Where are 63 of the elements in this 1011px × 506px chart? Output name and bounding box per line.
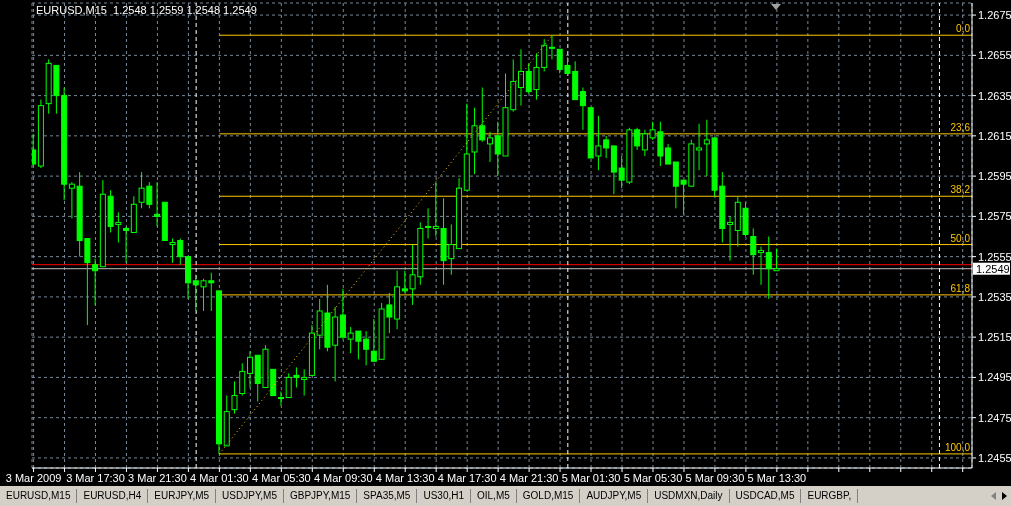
ref-line-label: 1.2549 [976,262,1010,275]
text: EURGBP, [801,489,859,503]
text: EURUSD,H4 [77,489,149,503]
annotation: 100,0 [944,441,971,453]
y-tick-label: 1.2535 [978,290,1011,303]
x-tick-label: 5 Mar 01:30 [561,471,621,484]
y-tick-label: 1.2475 [978,411,1011,424]
x-tick-label: 4 Mar 17:30 [437,471,497,484]
candlestick [696,123,703,171]
x-tick-label: 3 Mar 21:30 [128,471,187,484]
annotation: 0,0 [956,23,971,35]
x-tick-label: 4 Mar 01:30 [190,471,249,484]
candlestick [579,87,586,131]
y-tick-label: 1.2655 [978,49,1011,62]
y-tick-label: 1.2615 [978,129,1011,142]
text: USDJPY,M5 [216,489,284,503]
x-tick-label: 3 Mar 2009 [5,471,62,484]
annotation: 38,2 [950,184,971,196]
text: SPA35,M5 [357,489,418,503]
y-tick-label: 1.2575 [978,210,1011,223]
candlestick [123,225,130,264]
y-tick-label: 1.2675 [978,8,1011,21]
candlestick [517,48,524,107]
candlestick [758,246,765,286]
y-tick-label: 1.2555 [978,250,1011,263]
text: US30,H1 [417,489,471,503]
candlestick [154,181,161,227]
candlestick [32,133,37,167]
candlestick [750,227,757,276]
x-tick-label: 4 Mar 13:30 [375,471,435,484]
x-tick-label: 3 Mar 17:30 [66,471,125,484]
annotation: 23,6 [950,121,971,133]
text: EURUSD,M15 [0,489,78,503]
text: GBPJPY,M15 [283,489,358,503]
text: EURJPY,M5 [148,489,217,503]
text: AUDJPY,M5 [580,489,649,503]
candlestick [727,215,734,262]
y-tick-label: 1.2595 [978,170,1011,183]
y-tick-label: 1.2635 [978,89,1011,102]
candlestick [239,362,246,397]
y-tick-label: 1.2515 [978,331,1011,344]
candlestick [277,391,284,407]
candlestick [92,258,99,306]
text: OIL,M5 [471,489,517,503]
x-tick-label: 4 Mar 21:30 [499,471,559,484]
x-tick-label: 4 Mar 09:30 [313,471,373,484]
text: USDMXN,Daily [648,489,730,503]
candlestick [425,207,432,240]
x-tick-label: 4 Mar 05:30 [251,471,311,484]
x-tick-label: 5 Mar 13:30 [747,471,807,484]
annotation: 61,8 [950,282,971,294]
text: USDCAD,M5 [729,489,802,503]
candlestick [548,34,555,60]
candlestick [487,131,494,163]
text: GOLD,M15 [516,489,581,503]
candlestick [231,380,238,415]
annotation: 50,0 [950,232,971,244]
x-tick-label: 5 Mar 09:30 [685,471,745,484]
x-tick-label: 5 Mar 05:30 [623,471,683,484]
y-tick-label: 1.2455 [978,451,1011,464]
y-tick-label: 1.2495 [978,371,1011,384]
chart-title: EURUSD,M15 1.2548 1.2559 1.2548 1.2549 [36,4,257,16]
candlestick [246,350,253,388]
